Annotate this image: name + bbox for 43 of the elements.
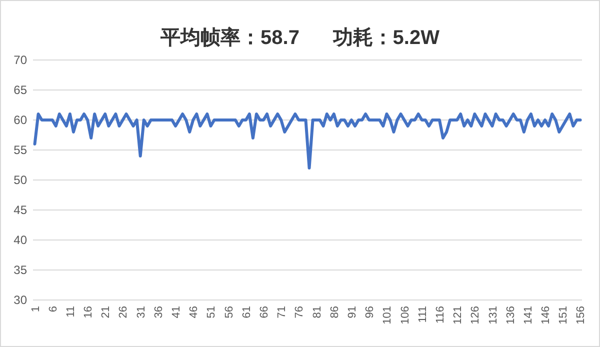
x-tick-label: 16	[82, 306, 95, 318]
y-tick-label: 35	[14, 263, 28, 277]
x-tick-label: 71	[276, 306, 288, 318]
x-tick-label: 141	[522, 306, 534, 324]
x-tick-label: 146	[540, 306, 552, 324]
x-tick-label: 131	[487, 306, 500, 324]
x-tick-label: 26	[118, 306, 130, 318]
x-tick-label: 121	[452, 306, 464, 324]
x-tick-label: 21	[100, 306, 112, 318]
y-tick-label: 50	[14, 173, 28, 187]
x-tick-label: 31	[135, 306, 148, 318]
x-tick-label: 126	[470, 306, 482, 324]
line-series	[33, 112, 582, 170]
x-tick-label: 76	[294, 306, 306, 318]
x-tick-label: 6	[47, 306, 60, 312]
x-tick-label: 66	[258, 306, 271, 318]
x-tick-label: 151	[558, 306, 570, 324]
x-tick-label: 106	[399, 306, 412, 324]
y-tick-label: 45	[14, 203, 28, 217]
x-tick-label: 81	[311, 306, 324, 318]
y-tick-label: 40	[14, 233, 28, 247]
x-tick-label: 36	[152, 306, 165, 318]
x-tick-label: 116	[434, 306, 446, 324]
x-tick-label: 46	[188, 306, 200, 318]
x-tick-label: 11	[64, 306, 77, 318]
x-tick-label: 41	[170, 306, 183, 318]
x-tick-label: 111	[416, 306, 429, 323]
x-tick-label: 86	[328, 306, 341, 318]
x-tick-label: 101	[382, 306, 394, 324]
y-tick-label: 70	[14, 53, 28, 67]
y-tick-label: 55	[14, 143, 28, 157]
y-tick-label: 60	[14, 113, 28, 127]
x-tick-label: 136	[504, 306, 517, 324]
x-tick-label: 91	[346, 306, 358, 318]
y-tick-label: 65	[14, 83, 28, 97]
x-tick-label: 156	[575, 306, 588, 324]
x-tick-label: 96	[364, 306, 376, 318]
chart-title: 平均帧率：58.7 功耗：5.2W	[160, 26, 440, 49]
y-tick-label: 30	[14, 293, 28, 307]
x-tick-label: 1	[30, 306, 42, 312]
x-tick-label: 56	[223, 306, 236, 318]
x-tick-label: 61	[240, 306, 253, 318]
x-tick-label: 51	[206, 306, 218, 318]
